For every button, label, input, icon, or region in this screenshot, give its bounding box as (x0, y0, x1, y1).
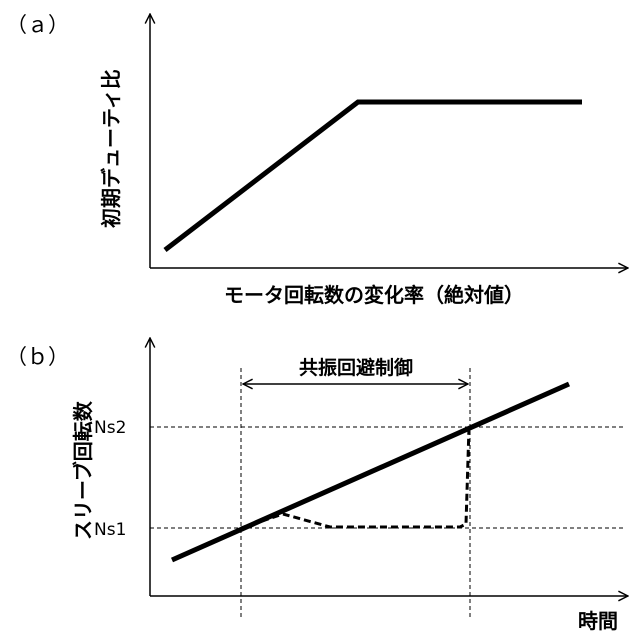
panel-a: （ａ） 初期デューティ比 モータ回転数の変化率（絶対値） (6, 13, 628, 307)
panel-a-x-axis-label: モータ回転数の変化率（絶対値） (224, 283, 524, 307)
sleeve-speed-curve (240, 426, 471, 530)
panel-a-label: （ａ） (6, 13, 69, 37)
resonance-avoidance-label: 共振回避制御 (299, 356, 413, 379)
panel-b-label: （ｂ） (6, 345, 69, 369)
ns2-tick-label: Ns2 (94, 418, 126, 438)
duty-ratio-curve (163, 99, 582, 252)
panel-a-y-axis-label: 初期デューティ比 (99, 69, 123, 228)
panel-b: （ｂ） スリーブ回転数 時間 Ns2 Ns1 共振回避制御 (6, 338, 628, 633)
ns1-tick-label: Ns1 (94, 520, 126, 540)
target-speed-line (170, 381, 571, 563)
panel-b-y-axis-label: スリーブ回転数 (71, 400, 95, 540)
panel-b-x-axis-label: 時間 (578, 609, 618, 633)
